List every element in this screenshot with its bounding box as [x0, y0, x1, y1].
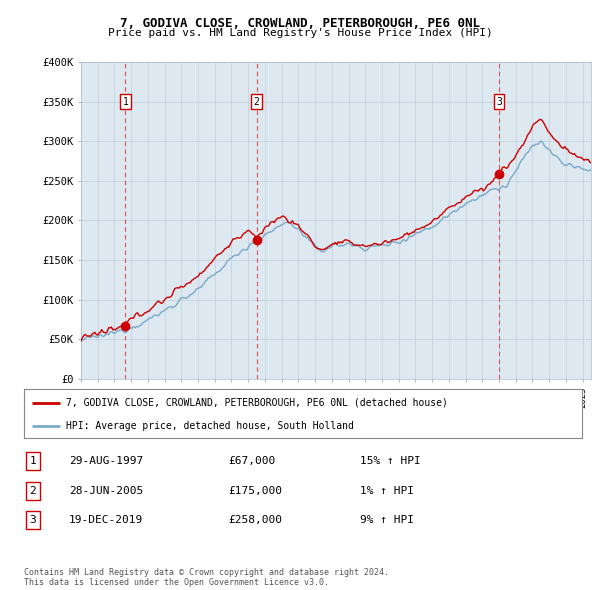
Text: £67,000: £67,000: [228, 457, 275, 466]
Text: Contains HM Land Registry data © Crown copyright and database right 2024.
This d: Contains HM Land Registry data © Crown c…: [24, 568, 389, 587]
Text: 1% ↑ HPI: 1% ↑ HPI: [360, 486, 414, 496]
Text: 19-DEC-2019: 19-DEC-2019: [69, 516, 143, 525]
Text: 3: 3: [29, 516, 37, 525]
Text: 7, GODIVA CLOSE, CROWLAND, PETERBOROUGH, PE6 0NL (detached house): 7, GODIVA CLOSE, CROWLAND, PETERBOROUGH,…: [66, 398, 448, 408]
Text: 15% ↑ HPI: 15% ↑ HPI: [360, 457, 421, 466]
Text: £175,000: £175,000: [228, 486, 282, 496]
Text: 2: 2: [254, 97, 260, 107]
Text: £258,000: £258,000: [228, 516, 282, 525]
Text: 2: 2: [29, 486, 37, 496]
Text: 1: 1: [29, 457, 37, 466]
Text: 29-AUG-1997: 29-AUG-1997: [69, 457, 143, 466]
Text: 1: 1: [122, 97, 128, 107]
Text: 3: 3: [496, 97, 502, 107]
Text: 28-JUN-2005: 28-JUN-2005: [69, 486, 143, 496]
Text: 7, GODIVA CLOSE, CROWLAND, PETERBOROUGH, PE6 0NL: 7, GODIVA CLOSE, CROWLAND, PETERBOROUGH,…: [120, 17, 480, 30]
Text: 9% ↑ HPI: 9% ↑ HPI: [360, 516, 414, 525]
Text: HPI: Average price, detached house, South Holland: HPI: Average price, detached house, Sout…: [66, 421, 354, 431]
Text: Price paid vs. HM Land Registry's House Price Index (HPI): Price paid vs. HM Land Registry's House …: [107, 28, 493, 38]
